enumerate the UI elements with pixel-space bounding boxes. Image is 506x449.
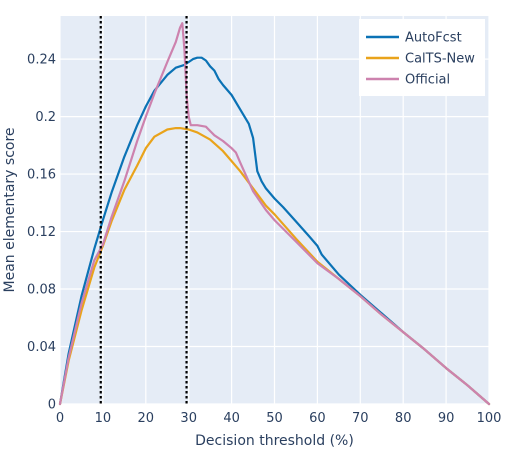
series-line-official [58,22,491,406]
y-axis-ticks: 0 0.04 0.08 0.12 0.16 0.2 0.24 [27,53,56,413]
x-axis-title: Decision threshold (%) [195,433,354,449]
legend-label: CalTS-New [405,52,475,67]
y-tick-label: 0.16 [27,168,56,183]
y-tick-label: 0.24 [27,53,56,68]
x-axis-ticks: 0 10 20 30 40 50 60 70 80 90 100 [56,411,502,426]
y-tick-label: 0.2 [35,110,56,125]
x-tick-label: 80 [395,411,412,426]
y-axis-title: Mean elementary score [2,127,18,292]
x-tick-label: 50 [266,411,283,426]
y-tick-label: 0 [48,398,56,413]
x-tick-label: 100 [477,411,502,426]
legend: AutoFcst CalTS-New Official [359,19,485,96]
x-tick-label: 0 [56,411,64,426]
x-tick-label: 10 [95,411,112,426]
series-line-autofcst [58,56,491,406]
legend-label: Official [405,73,450,88]
y-tick-label: 0.04 [27,340,56,355]
x-tick-label: 30 [180,411,197,426]
legend-label: AutoFcst [405,31,462,46]
x-tick-label: 20 [138,411,155,426]
x-tick-label: 40 [223,411,240,426]
y-tick-label: 0.08 [27,283,56,298]
x-tick-label: 90 [438,411,455,426]
y-tick-label: 0.12 [27,225,56,240]
x-tick-label: 70 [352,411,369,426]
series-lines [58,22,491,406]
x-tick-label: 60 [309,411,326,426]
